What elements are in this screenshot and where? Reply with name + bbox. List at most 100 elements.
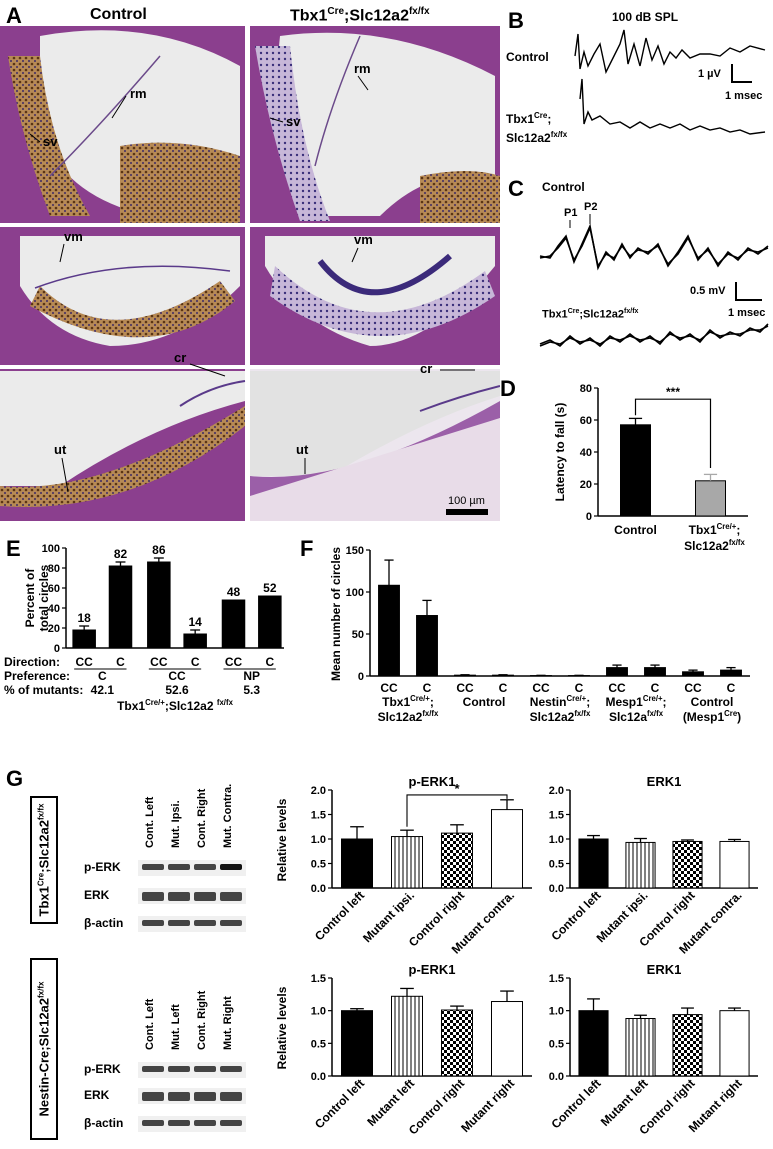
panel-b-traces: 1 µV 1 msec bbox=[574, 29, 766, 135]
genotype-box-nestin-label: Nestin-Cre;Slc12a2fx/fx bbox=[36, 981, 52, 1117]
bar bbox=[416, 615, 438, 677]
direction-label: CC bbox=[380, 681, 398, 695]
bar bbox=[441, 1009, 473, 1077]
y-tick-label: 1.0 bbox=[549, 834, 564, 846]
y-tick-label: 2.0 bbox=[311, 785, 326, 797]
y-axis-label: Latency to fall (s) bbox=[553, 403, 567, 502]
percent-mutants-label: 42.1 bbox=[91, 683, 115, 697]
label-vm-mutant: vm bbox=[354, 232, 373, 247]
bar bbox=[672, 1014, 703, 1077]
panel-e-letter: E bbox=[6, 536, 21, 561]
direction-label: C bbox=[191, 655, 200, 669]
y-tick-label: 1.5 bbox=[549, 973, 564, 985]
direction-label: C bbox=[265, 655, 274, 669]
preference-label: C bbox=[98, 669, 107, 683]
x-category-label: Mutant left bbox=[364, 1076, 417, 1129]
p1-label: P1 bbox=[564, 207, 577, 219]
blot-band bbox=[142, 1066, 164, 1072]
bar bbox=[720, 669, 742, 677]
blot-band bbox=[168, 892, 190, 901]
y-tick-label: 0.0 bbox=[311, 883, 326, 895]
label-rm-mutant: rm bbox=[354, 61, 371, 76]
bar bbox=[491, 809, 523, 889]
blot-band bbox=[168, 1120, 190, 1126]
y-tick-label: 60 bbox=[580, 415, 592, 427]
group-label-line1: Control bbox=[463, 695, 506, 709]
direction-label: CC bbox=[150, 655, 168, 669]
y-tick-label: 40 bbox=[48, 603, 60, 615]
x-category-label: Control left bbox=[312, 888, 367, 943]
direction-label: C bbox=[499, 681, 508, 695]
blot-strip bbox=[138, 916, 246, 932]
y-tick-label: 0 bbox=[358, 671, 364, 683]
genotype-box-nestin: Nestin-Cre;Slc12a2fx/fx bbox=[30, 958, 58, 1140]
micrograph-mutant-utricle bbox=[250, 369, 500, 521]
bar bbox=[719, 1010, 750, 1077]
blot-band-label: ERK bbox=[84, 888, 110, 902]
y-axis-label: Mean number of circles bbox=[329, 547, 343, 681]
significance-mark: * bbox=[454, 781, 460, 796]
panel-g-letter: G bbox=[6, 766, 24, 791]
panel-b-letter: B bbox=[508, 8, 524, 33]
chart-title: p-ERK1 bbox=[409, 962, 456, 977]
bar bbox=[644, 667, 666, 677]
chart-title: ERK1 bbox=[647, 774, 682, 789]
y-tick-label: 20 bbox=[580, 479, 592, 491]
panel-b-mutant-label: Tbx1Cre; Slc12a2fx/fx bbox=[506, 111, 568, 145]
y-axis-label-line2: total circles bbox=[37, 564, 51, 631]
blot-lane-label: Mut. Ipsi. bbox=[170, 800, 182, 848]
blot-band bbox=[142, 1092, 164, 1101]
bar bbox=[391, 836, 423, 889]
direction-label: C bbox=[116, 655, 125, 669]
blot-band bbox=[220, 864, 242, 870]
y-tick-label: 100 bbox=[42, 543, 60, 555]
label-sv-mutant: sv bbox=[286, 114, 301, 129]
y-axis-label: Relative levels bbox=[275, 798, 289, 881]
blot-band bbox=[220, 892, 242, 901]
blot-band bbox=[220, 920, 242, 926]
blot-band-label: p-ERK bbox=[84, 860, 121, 874]
micrograph-control-utricle bbox=[0, 369, 246, 521]
y-tick-label: 1.0 bbox=[549, 1006, 564, 1018]
blot-lane-label: Mut. Right bbox=[222, 996, 234, 1050]
y-tick-label: 80 bbox=[48, 563, 60, 575]
x-category-label: Control left bbox=[548, 1076, 603, 1131]
significance-bracket bbox=[634, 398, 712, 468]
blot-lane-label: Cont. Left bbox=[144, 998, 156, 1050]
y-tick-label: 0.5 bbox=[311, 859, 326, 871]
genotype-box-tbx1-label: Tbx1Cre;Slc12a2fx/fx bbox=[36, 803, 52, 917]
blot-band bbox=[168, 1066, 190, 1072]
bar bbox=[682, 671, 704, 677]
blot-strip bbox=[138, 860, 246, 876]
panel-c-control-label: Control bbox=[542, 180, 585, 194]
blot-band-label: β-actin bbox=[84, 916, 123, 930]
panel-a-control-title: Control bbox=[90, 6, 147, 23]
blot-band bbox=[194, 1120, 216, 1126]
bar bbox=[695, 480, 726, 517]
group-label-line1: Mesp1Cre/+; bbox=[605, 694, 666, 709]
genotype-box-tbx1: Tbx1Cre;Slc12a2fx/fx bbox=[30, 796, 58, 924]
blot-strip bbox=[138, 1062, 246, 1078]
blot-band-label: β-actin bbox=[84, 1116, 123, 1130]
bar bbox=[441, 832, 473, 889]
preference-label: NP bbox=[243, 669, 260, 683]
blot-band-label: p-ERK bbox=[84, 1062, 121, 1076]
blot-lane-label: Mut. Contra. bbox=[222, 784, 234, 848]
panel-c-mutant-label: Tbx1Cre;Slc12a2fx/fx bbox=[542, 308, 639, 321]
blot-band bbox=[194, 920, 216, 926]
bar bbox=[391, 995, 423, 1077]
label-vm-control: vm bbox=[64, 229, 83, 244]
panel-d-letter: D bbox=[500, 376, 516, 401]
blot-lane-label: Mut. Left bbox=[170, 1004, 182, 1050]
bar bbox=[578, 1010, 609, 1077]
panel-b-control-label: Control bbox=[506, 50, 549, 64]
group-label-line2: Slc12a2fx/fx bbox=[530, 709, 591, 724]
y-tick-label: 80 bbox=[580, 383, 592, 395]
label-cr-control: cr bbox=[174, 350, 186, 365]
panel-c-scale-t: 1 msec bbox=[728, 307, 765, 319]
scale-bar-label: 100 µm bbox=[448, 495, 485, 507]
panel-f-letter: F bbox=[300, 536, 314, 561]
y-tick-label: 2.0 bbox=[549, 785, 564, 797]
y-tick-label: 0.0 bbox=[311, 1071, 326, 1083]
panel-b-scale-v: 1 µV bbox=[698, 68, 722, 80]
